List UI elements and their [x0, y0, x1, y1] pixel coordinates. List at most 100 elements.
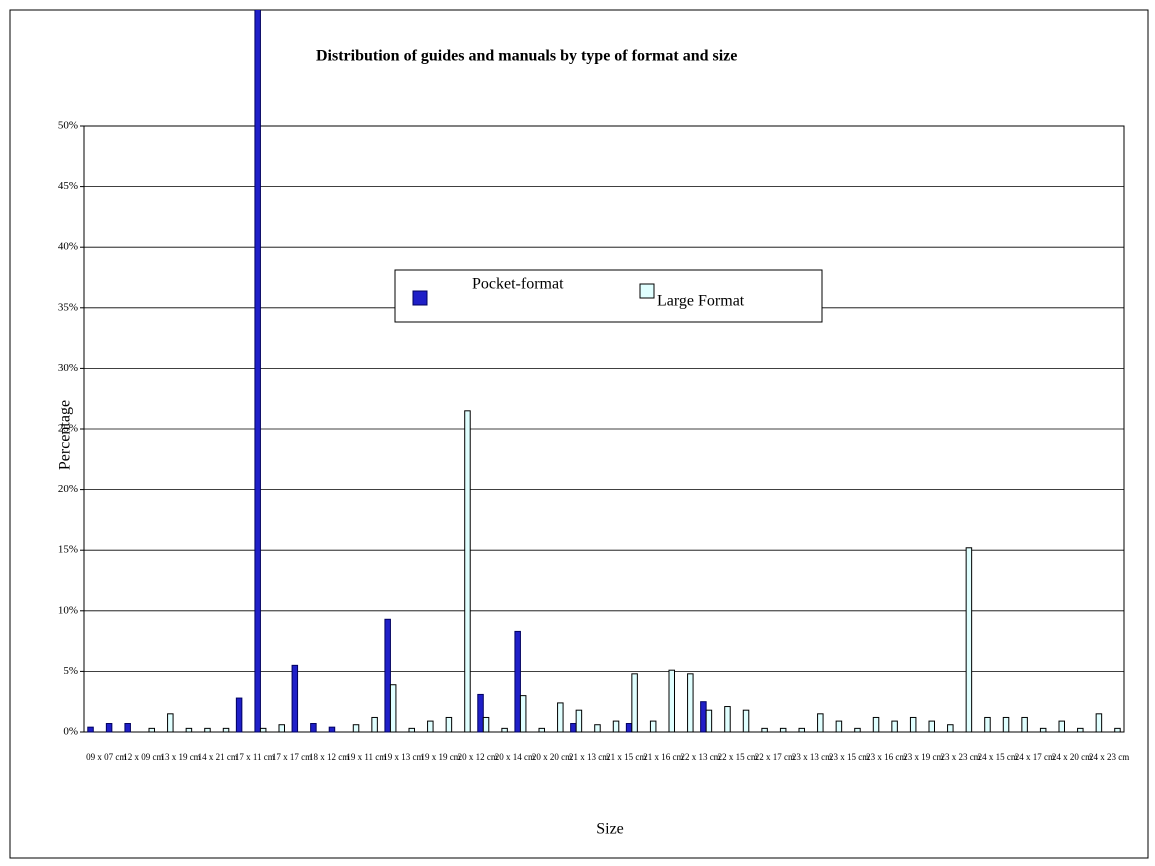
bar [854, 727, 861, 733]
bar [291, 664, 299, 733]
bar [408, 727, 415, 733]
x-tick-label: 17 x 11 cm [235, 752, 275, 762]
bars [87, 10, 1121, 733]
bar [705, 709, 713, 733]
plot-area: 0% 5% 10% 15% 20% 25% 30% 35% 40% 45% 50% 09 x 07 c… [58, 10, 1129, 762]
bar [742, 709, 750, 733]
bar [965, 547, 973, 733]
y-tick-label: 5% [63, 665, 78, 677]
bar [482, 716, 490, 733]
x-tick-label: 21 x 16 cm [643, 752, 683, 762]
bar [464, 410, 471, 733]
bar [538, 727, 545, 733]
bar [625, 723, 633, 733]
legend-label: Large Format [657, 293, 745, 310]
x-tick-label: 24 x 23 cm [1089, 752, 1129, 762]
bar [984, 716, 991, 733]
bar [371, 716, 378, 733]
chart-title: Distribution of guides and manuals by ty… [316, 48, 737, 65]
x-tick-label: 13 x 19 cm [160, 752, 200, 762]
legend-label: Pocket-format [472, 276, 564, 293]
bar [328, 726, 336, 733]
bar [557, 702, 564, 733]
bar [1039, 727, 1047, 733]
x-tick-label: 22 x 15 cm [718, 752, 758, 762]
bar [575, 709, 583, 733]
y-tick-label: 20% [58, 483, 78, 495]
bar [310, 723, 317, 733]
x-tick-label: 19 x 13 cm [383, 752, 423, 762]
x-tick-label: 14 x 21 cm [198, 752, 238, 762]
bar [909, 716, 917, 733]
bar [384, 618, 391, 733]
x-tick-label: 24 x 15 cm [978, 752, 1018, 762]
bar [612, 720, 620, 733]
bar [779, 727, 787, 733]
x-axis-label: Size [596, 821, 624, 838]
bar [1095, 713, 1103, 733]
x-tick-label: 24 x 20 cm [1052, 752, 1092, 762]
bar [1077, 727, 1084, 733]
y-tick-label: 25% [58, 423, 78, 435]
bar [761, 727, 768, 733]
bar [570, 723, 577, 733]
x-tick-label: 23 x 15 cm [829, 752, 869, 762]
y-tick-label: 40% [58, 241, 78, 253]
x-tick-label: 20 x 14 cm [495, 752, 535, 762]
y-tick-label: 45% [58, 180, 78, 192]
bar [514, 630, 521, 733]
x-tick-label: 23 x 19 cm [903, 752, 943, 762]
bar [185, 727, 193, 733]
bar [477, 693, 484, 733]
bar [445, 716, 453, 733]
x-tick-label: 19 x 19 cm [420, 752, 460, 762]
y-tick-label: 50% [58, 120, 78, 132]
bar [724, 706, 731, 733]
x-tick-label: 21 x 13 cm [569, 752, 609, 762]
x-tick-label: 22 x 13 cm [680, 752, 720, 762]
bar [105, 723, 113, 733]
bar [668, 669, 675, 733]
x-tick-label: 21 x 15 cm [606, 752, 646, 762]
x-tick-label: 23 x 13 cm [792, 752, 832, 762]
x-tick-label: 20 x 20 cm [532, 752, 572, 762]
bar [649, 720, 657, 733]
x-tick-label: 20 x 12 cm [458, 752, 498, 762]
bar [278, 724, 285, 733]
bar [501, 727, 508, 733]
bar [254, 10, 261, 733]
bar [700, 701, 707, 733]
legend-box [394, 269, 823, 323]
x-tick-label: 22 x 17 cm [755, 752, 795, 762]
bar [124, 723, 131, 733]
y-tick-label: 15% [58, 544, 78, 556]
x-tick-label: 19 x 11 cm [346, 752, 386, 762]
x-tick-label: 17 x 17 cm [272, 752, 312, 762]
bar [235, 697, 243, 733]
y-tick-label: 35% [58, 301, 78, 313]
y-tick-label: 10% [58, 604, 78, 616]
bar [891, 720, 898, 733]
bar [204, 727, 211, 733]
x-tick-label: 24 x 17 cm [1015, 752, 1055, 762]
bar [222, 727, 230, 733]
bar [1002, 716, 1010, 733]
bar [1058, 720, 1065, 733]
bar [817, 713, 824, 733]
bar [167, 713, 174, 733]
x-tick-label: 09 x 07 cm [86, 752, 126, 762]
bar [594, 724, 601, 733]
y-tick-label: 0% [63, 726, 78, 738]
bar [631, 673, 638, 733]
legend: Pocket-format Large Format [394, 269, 823, 323]
bar [798, 727, 805, 733]
bar [519, 695, 527, 733]
bar [427, 720, 434, 733]
y-tick-label: 30% [58, 362, 78, 374]
x-tick-label: 12 x 09 cm [123, 752, 163, 762]
bar [87, 726, 94, 733]
x-tick-label: 23 x 23 cm [940, 752, 980, 762]
bar [352, 724, 360, 733]
bar [148, 727, 155, 733]
